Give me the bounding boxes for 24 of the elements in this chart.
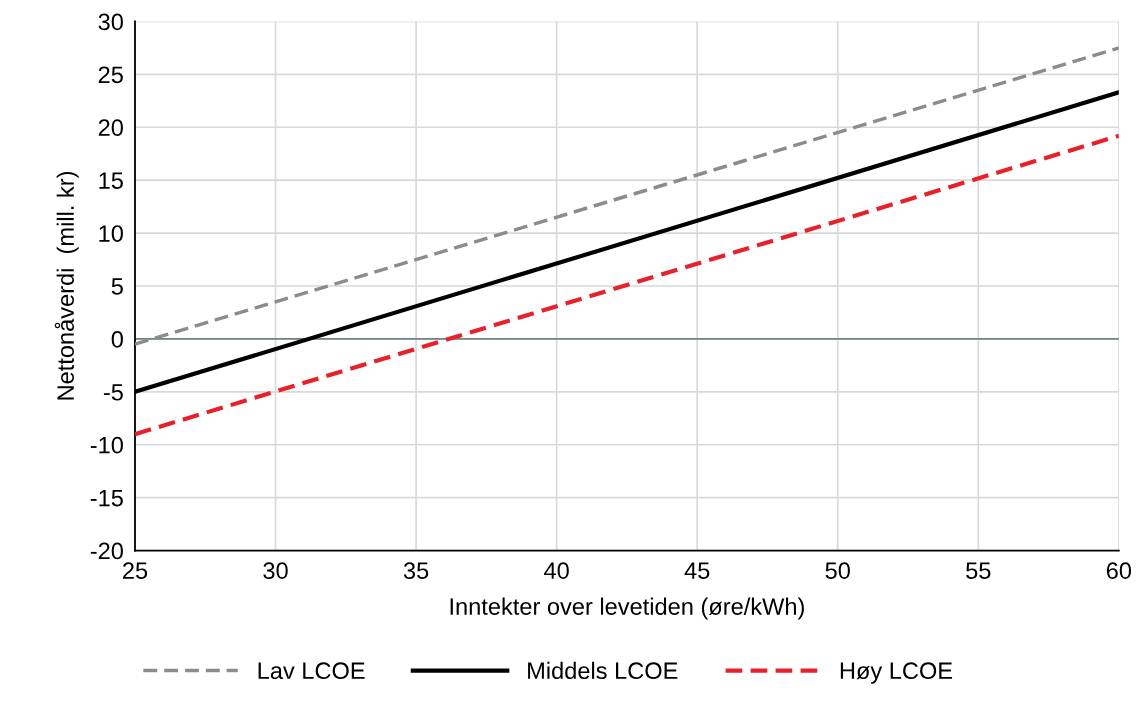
y-tick-label: 30: [98, 13, 123, 31]
y-tick-label: 10: [99, 225, 123, 242]
y-tick-label: 15: [99, 172, 123, 189]
legend-label: Lav LCOE: [258, 662, 365, 680]
x-axis-title: Inntekter over levetiden (øre/kWh): [450, 597, 804, 620]
x-tick-label: 40: [544, 562, 569, 579]
x-tick-label: 55: [966, 562, 991, 579]
y-tick-label: 0: [111, 330, 123, 348]
x-tick-label: 45: [684, 562, 710, 579]
y-tick-label: -5: [103, 384, 123, 401]
y-tick-label: -20: [90, 542, 123, 560]
y-tick-label: 25: [98, 66, 123, 84]
legend-label: Høy LCOE: [840, 662, 953, 684]
x-tick-label: 30: [263, 562, 288, 579]
x-tick-label: 60: [1106, 562, 1132, 579]
y-axis-title: Nettonåverdi (mill. kr): [54, 172, 79, 400]
y-tick-label: -15: [90, 489, 123, 507]
x-tick-label: 50: [825, 562, 850, 579]
legend-label: Middels LCOE: [528, 661, 678, 680]
y-tick-label: 5: [111, 278, 123, 295]
x-tick-label: 35: [403, 562, 429, 579]
y-tick-label: -10: [90, 436, 123, 454]
y-tick-label: 20: [98, 119, 123, 137]
x-tick-label: 25: [123, 562, 148, 579]
